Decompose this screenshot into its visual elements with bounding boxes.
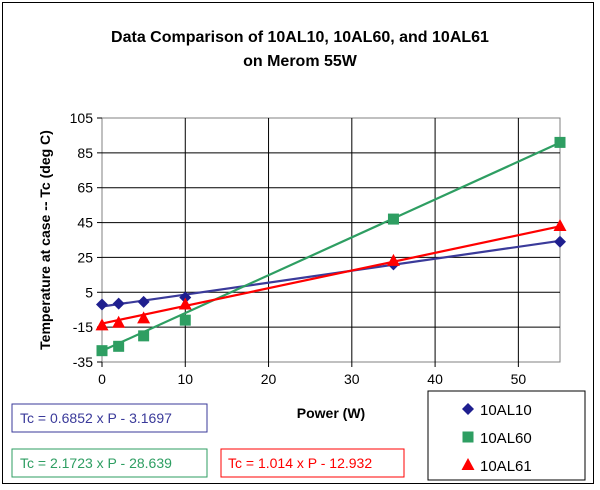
x-axis-title: Power (W) <box>297 405 365 421</box>
data-point-10AL60 <box>113 340 125 352</box>
x-tick-label: 50 <box>511 371 527 387</box>
data-point-10AL61 <box>137 311 151 324</box>
legend-marker-10AL60 <box>462 431 474 443</box>
x-tick-label: 20 <box>261 371 277 387</box>
trendline-10AL10 <box>101 239 561 308</box>
y-tick-label: 5 <box>85 284 93 300</box>
y-tick-label: 65 <box>77 180 93 196</box>
y-tick-label: 45 <box>77 215 93 231</box>
chart-title-line-1: Data Comparison of 10AL10, 10AL60, and 1… <box>111 29 489 46</box>
trendline-10AL60 <box>101 141 561 352</box>
equation-box-10AL60 <box>11 448 208 478</box>
axis-ticks: 0 10 20 30 40 50 105 85 65 45 25 5 -15 -35 <box>70 110 527 387</box>
data-point-10AL61 <box>178 297 192 310</box>
data-point-10AL60 <box>554 136 566 148</box>
y-tick-label: 25 <box>77 249 93 265</box>
data-point-10AL60 <box>387 213 399 225</box>
legend-label-10AL60: 10AL60 <box>480 430 532 447</box>
equation-box-10AL10 <box>11 403 208 433</box>
trendline-10AL61 <box>101 225 561 325</box>
data-point-10AL60 <box>179 314 191 326</box>
trendlines <box>101 141 561 352</box>
y-axis-title: Temperature at case -- Tc (deg C) <box>37 130 53 350</box>
equation-10AL61: Tc = 1.014 x P - 12.932 <box>228 455 372 471</box>
y-tick-label: -35 <box>73 354 93 370</box>
plot-area <box>101 117 561 363</box>
y-tick-label: 105 <box>70 110 94 126</box>
data-point-10AL10 <box>112 297 125 310</box>
legend-label-10AL10: 10AL10 <box>480 402 532 419</box>
data-point-10AL10 <box>554 235 566 248</box>
legend-marker-10AL10 <box>462 403 474 415</box>
data-point-10AL10 <box>137 295 150 308</box>
data-point-10AL61 <box>553 219 567 232</box>
x-tick-label: 0 <box>98 371 106 387</box>
equation-10AL60: Tc = 2.1723 x P - 28.639 <box>20 455 172 471</box>
grid <box>102 118 560 362</box>
data-point-10AL61 <box>386 253 400 266</box>
y-tick-label: -15 <box>73 319 93 335</box>
legend-box <box>427 390 586 481</box>
data-point-10AL61 <box>95 318 109 331</box>
equation-box-10AL61 <box>220 448 405 478</box>
data-markers <box>95 136 567 357</box>
data-point-10AL10 <box>96 298 108 311</box>
data-point-10AL60 <box>138 330 150 342</box>
x-tick-label: 10 <box>177 371 193 387</box>
equation-10AL10: Tc = 0.6852 x P - 3.1697 <box>20 410 172 426</box>
legend-marker-10AL61 <box>461 458 475 470</box>
data-point-10AL61 <box>112 315 126 328</box>
x-tick-label: 40 <box>427 371 443 387</box>
x-tick-label: 30 <box>344 371 360 387</box>
legend-label-10AL61: 10AL61 <box>480 458 532 475</box>
legend: 10AL10 10AL60 10AL61 <box>461 402 532 475</box>
chart-title-line-2: on Merom 55W <box>243 53 358 70</box>
data-point-10AL60 <box>96 345 108 357</box>
y-tick-label: 85 <box>77 145 93 161</box>
